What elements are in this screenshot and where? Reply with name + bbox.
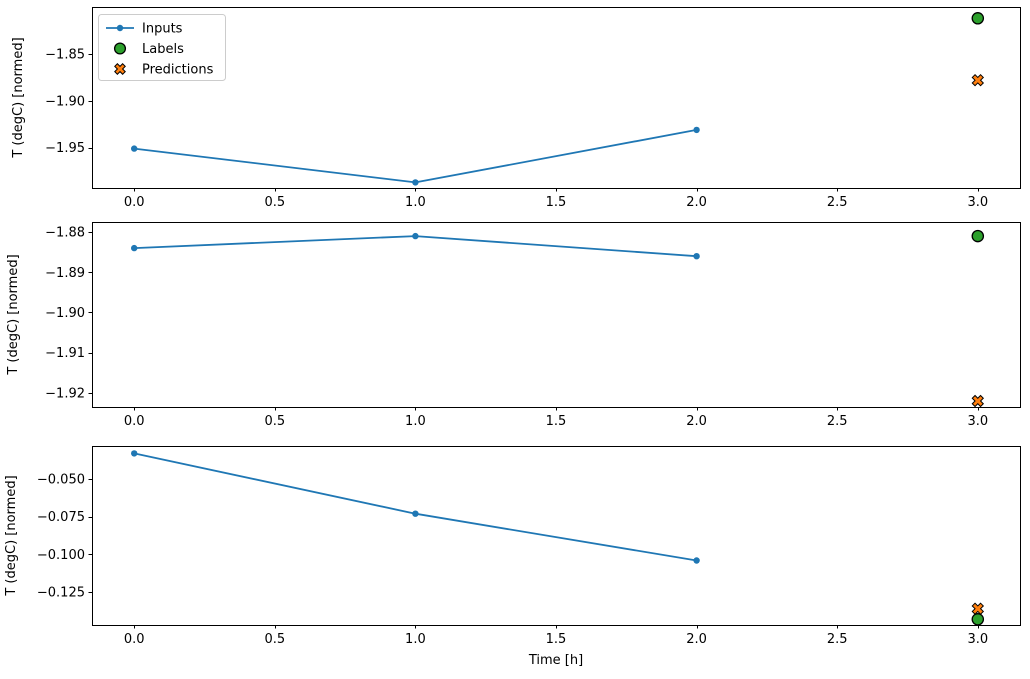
y-tick-label: −1.85 — [45, 47, 85, 62]
legend-item-inputs: Inputs — [106, 22, 183, 37]
legend-label: Labels — [142, 42, 184, 57]
inputs-marker — [412, 179, 419, 186]
y-tick-label: −1.88 — [45, 226, 85, 241]
x-tick-label: 0.5 — [264, 632, 285, 647]
x-tick-label: 0.5 — [264, 195, 285, 210]
labels-marker — [971, 613, 985, 626]
x-tick-label: 2.5 — [827, 414, 848, 429]
y-tick-label: −1.90 — [45, 94, 85, 109]
subplot-3: 0.0 0.5 1.0 1.5 2.0 2.5 3.0 −0.050 −0.075 −0.100 −… — [4, 446, 1021, 668]
y-tick-label: −1.95 — [45, 141, 85, 156]
x-axis-label: Time [h] — [528, 653, 583, 668]
x-tick-label: 3.0 — [967, 632, 988, 647]
x-tick-label: 0.5 — [264, 414, 285, 429]
labels-marker — [971, 229, 985, 243]
predictions-marker — [971, 394, 985, 408]
inputs-marker — [693, 126, 700, 134]
legend-label: Inputs — [142, 22, 183, 37]
legend: Inputs Labels Predictions — [98, 14, 226, 81]
x-tick-label: 3.0 — [967, 414, 988, 429]
legend-item-predictions: Predictions — [114, 63, 214, 78]
x-tick-label: 1.0 — [405, 632, 426, 647]
y-tick-label: −1.90 — [45, 306, 85, 321]
predictions-marker — [971, 73, 985, 87]
legend-circle-icon — [113, 42, 127, 55]
legend-x-icon — [114, 63, 126, 75]
axes-border — [92, 446, 1021, 626]
inputs-marker — [693, 557, 700, 564]
x-tick-label: 2.5 — [827, 195, 848, 210]
y-axis-label: T (degC) [normed] — [6, 254, 21, 375]
subplot-2: 0.0 0.5 1.0 1.5 2.0 2.5 3.0 −1.88 −1.89 −1.90 −1.9… — [6, 222, 1021, 429]
x-tick-label: 2.0 — [686, 414, 707, 429]
inputs-marker — [131, 145, 138, 152]
predictions-marker — [971, 602, 985, 615]
legend-box — [98, 14, 226, 81]
axes-border — [92, 7, 1021, 189]
y-axis-label: T (degC) [normed] — [11, 37, 26, 158]
x-tick-label: 0.0 — [124, 195, 145, 210]
y-tick-label: −1.92 — [45, 386, 85, 401]
legend-label: Predictions — [142, 63, 214, 78]
inputs-marker — [131, 244, 138, 252]
legend-dot-icon — [116, 24, 124, 32]
x-tick-label: 2.0 — [686, 195, 707, 210]
inputs-line — [133, 128, 698, 184]
y-tick-label: −0.100 — [37, 548, 85, 563]
inputs-marker — [693, 253, 700, 260]
y-tick-label: −1.89 — [45, 266, 85, 281]
axes-border — [92, 222, 1021, 408]
labels-marker — [971, 12, 985, 25]
x-tick-label: 1.0 — [405, 195, 426, 210]
inputs-marker — [412, 510, 419, 517]
x-tick-label: 2.5 — [827, 632, 848, 647]
x-tick-label: 1.5 — [546, 195, 567, 210]
subplot-1: 0.0 0.5 1.0 1.5 2.0 2.5 3.0 −1.85 −1.90 −1.95 T (d… — [11, 7, 1021, 210]
legend-item-labels: Labels — [113, 42, 184, 57]
y-tick-label: −0.075 — [37, 510, 85, 525]
x-tick-label: 1.5 — [546, 632, 567, 647]
x-tick-label: 1.0 — [405, 414, 426, 429]
y-tick-label: −1.91 — [45, 346, 85, 361]
inputs-marker — [131, 450, 138, 457]
x-tick-label: 3.0 — [967, 195, 988, 210]
x-tick-label: 2.0 — [686, 632, 707, 647]
inputs-line — [133, 452, 698, 562]
x-tick-label: 0.0 — [124, 632, 145, 647]
y-tick-label: −0.125 — [37, 586, 85, 601]
y-axis-label: T (degC) [normed] — [4, 475, 19, 596]
x-tick-label: 0.0 — [124, 414, 145, 429]
inputs-marker — [412, 232, 419, 240]
x-tick-label: 1.5 — [546, 414, 567, 429]
y-tick-label: −0.050 — [37, 473, 85, 488]
